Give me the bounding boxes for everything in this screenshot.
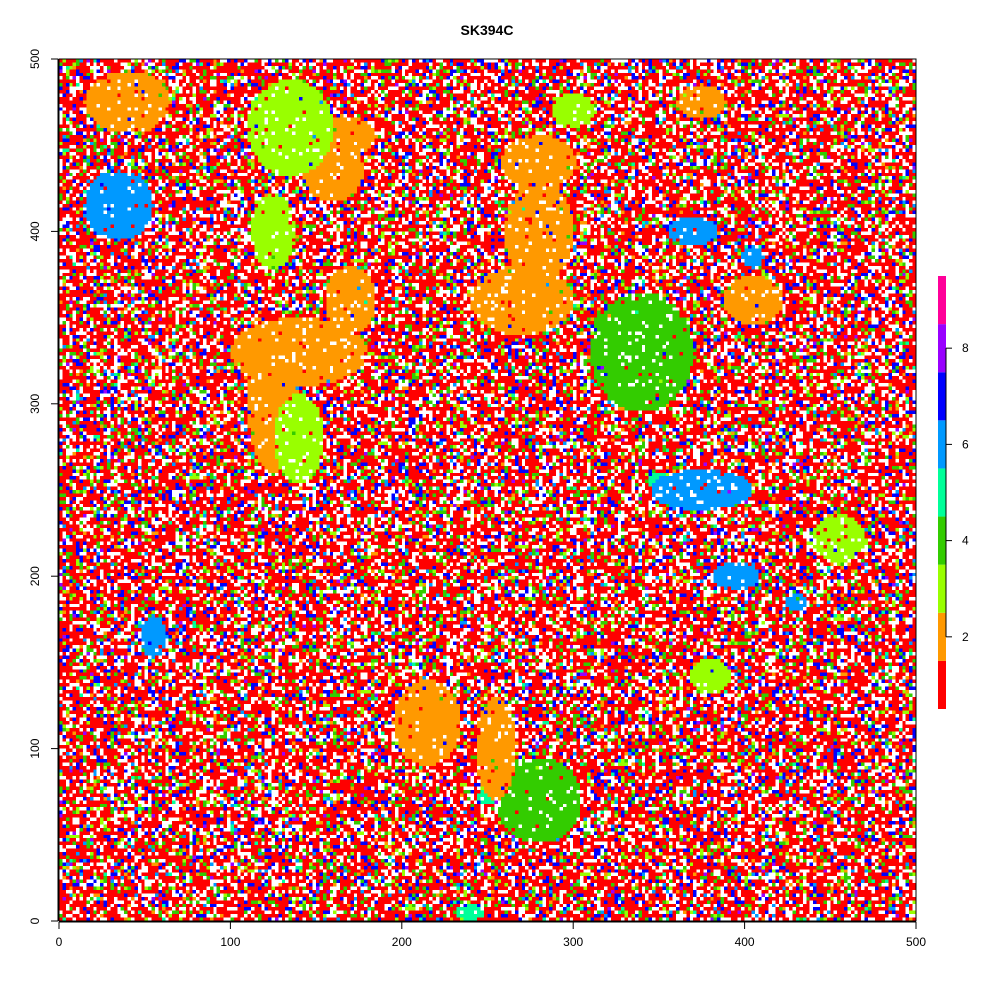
chart-title: SK394C — [461, 22, 514, 38]
legend-swatch — [938, 420, 946, 469]
legend-swatch — [938, 612, 946, 661]
color-legend: 2 4 6 8 — [938, 276, 969, 709]
x-tick-label: 400 — [735, 935, 755, 949]
legend-swatch — [938, 324, 946, 373]
x-tick-label: 500 — [906, 935, 926, 949]
legend-tick-label: 6 — [962, 437, 969, 451]
x-tick-label: 0 — [56, 935, 63, 949]
legend-tick-label: 4 — [962, 534, 969, 548]
plot-frame — [58, 58, 917, 922]
y-tick-label: 400 — [28, 221, 42, 241]
legend-swatch — [938, 564, 946, 613]
y-tick-label: 100 — [28, 738, 42, 758]
legend-tick-label: 2 — [962, 630, 969, 644]
y-tick-label: 200 — [28, 566, 42, 586]
heatmap-raster — [59, 59, 916, 921]
y-tick-label: 500 — [28, 49, 42, 69]
legend-swatch — [938, 372, 946, 421]
y-axis: 0 100 200 300 400 500 — [28, 49, 59, 924]
y-tick-label: 300 — [28, 393, 42, 413]
legend-swatch — [938, 660, 946, 709]
legend-swatch — [938, 516, 946, 565]
x-tick-label: 300 — [563, 935, 583, 949]
legend-swatch — [938, 276, 946, 325]
x-tick-label: 100 — [220, 935, 240, 949]
x-axis: 0 100 200 300 400 500 — [56, 921, 926, 949]
legend-tick-label: 8 — [962, 341, 969, 355]
legend-swatch — [938, 468, 946, 517]
heatmap-cells — [59, 59, 916, 921]
y-tick-label: 0 — [28, 917, 42, 924]
x-tick-label: 200 — [392, 935, 412, 949]
